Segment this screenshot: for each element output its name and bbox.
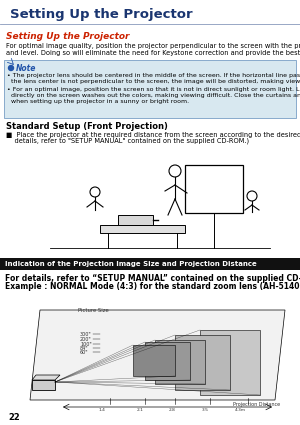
Text: 300": 300" (80, 332, 92, 337)
Text: Note: Note (16, 64, 36, 73)
Text: 100": 100" (80, 342, 92, 347)
Text: Indication of the Projection Image Size and Projection Distance: Indication of the Projection Image Size … (5, 261, 257, 267)
Bar (100, 225, 185, 233)
Text: For optimal image quality, position the projector perpendicular to the screen wi: For optimal image quality, position the … (6, 43, 300, 49)
Text: Picture Size: Picture Size (78, 308, 109, 313)
Text: Setting Up the Projector: Setting Up the Projector (6, 32, 130, 41)
Polygon shape (30, 310, 285, 400)
Bar (118, 215, 153, 225)
Text: directly on the screen washes out the colors, making viewing difficult. Close th: directly on the screen washes out the co… (7, 93, 300, 98)
Text: • The projector lens should be centered in the middle of the screen. If the hori: • The projector lens should be centered … (7, 73, 300, 78)
Text: 3.5: 3.5 (202, 408, 208, 412)
Text: Setting Up the Projector: Setting Up the Projector (10, 8, 193, 20)
Polygon shape (32, 375, 60, 380)
Text: 1.4: 1.4 (99, 408, 105, 412)
Text: 200": 200" (80, 337, 92, 342)
FancyBboxPatch shape (4, 60, 296, 118)
Bar (185, 165, 243, 213)
Text: details, refer to "SETUP MANUAL" contained on the supplied CD-ROM.): details, refer to "SETUP MANUAL" contain… (6, 138, 249, 144)
Polygon shape (155, 340, 205, 384)
Circle shape (8, 65, 14, 71)
Text: 2.1: 2.1 (136, 408, 143, 412)
Text: For details, refer to “SETUP MANUAL” contained on the supplied CD-ROM.: For details, refer to “SETUP MANUAL” con… (5, 274, 300, 283)
Polygon shape (145, 342, 190, 380)
Text: 84": 84" (80, 346, 88, 351)
Text: ■  Place the projector at the required distance from the screen according to the: ■ Place the projector at the required di… (6, 132, 300, 139)
Polygon shape (133, 345, 175, 376)
Polygon shape (175, 335, 230, 390)
Text: the lens center is not perpendicular to the screen, the image will be distorted,: the lens center is not perpendicular to … (7, 79, 300, 84)
Text: 2.8: 2.8 (169, 408, 176, 412)
Text: when setting up the projector in a sunny or bright room.: when setting up the projector in a sunny… (7, 99, 189, 104)
Text: and level. Doing so will eliminate the need for Keystone correction and provide : and level. Doing so will eliminate the n… (6, 50, 300, 56)
Polygon shape (200, 330, 260, 395)
Text: 22: 22 (8, 413, 20, 422)
Text: Standard Setup (Front Projection): Standard Setup (Front Projection) (6, 122, 168, 131)
Text: 4.3m: 4.3m (235, 408, 245, 412)
Polygon shape (32, 380, 55, 390)
Text: 60": 60" (80, 350, 88, 355)
Text: • For an optimal image, position the screen so that it is not in direct sunlight: • For an optimal image, position the scr… (7, 87, 300, 92)
Bar (0, 258, 300, 270)
Text: Projection Distance: Projection Distance (233, 402, 280, 407)
Text: Example : NORMAL Mode (4:3) for the standard zoom lens (AH-51401): Example : NORMAL Mode (4:3) for the stan… (5, 282, 300, 291)
